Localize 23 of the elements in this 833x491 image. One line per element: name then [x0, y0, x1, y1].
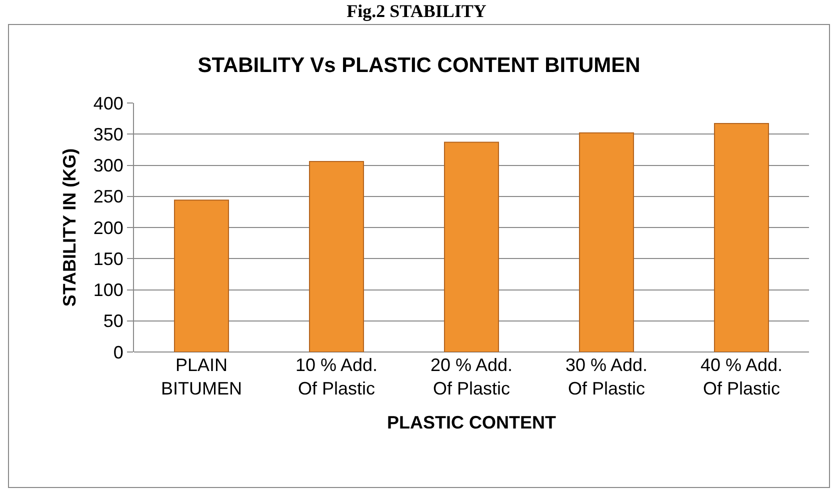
- x-tick-label: 10 % Add. Of Plastic: [295, 355, 378, 398]
- x-tick-label: 20 % Add. Of Plastic: [430, 355, 513, 398]
- y-tick-label: 350: [93, 124, 124, 144]
- y-tick-label: 400: [93, 93, 124, 114]
- x-axis-title: PLASTIC CONTENT: [387, 412, 556, 432]
- bar: [579, 132, 634, 352]
- bar: [174, 200, 229, 352]
- y-tick-label: 150: [93, 248, 124, 269]
- y-tick-label: 300: [93, 156, 124, 176]
- x-tick-label: 40 % Add. Of Plastic: [700, 355, 783, 398]
- bar: [444, 142, 499, 352]
- x-tick-label: 30 % Add. Of Plastic: [565, 355, 648, 398]
- y-tick-label: 250: [93, 186, 124, 207]
- y-tick-label: 200: [93, 218, 124, 238]
- caption: Fig.2 STABILITY: [346, 0, 488, 22]
- bar: [309, 161, 364, 352]
- y-tick-label: 0: [113, 342, 124, 362]
- y-tick-label: 100: [93, 280, 124, 300]
- bar: [714, 123, 769, 352]
- x-tick-label: PLAIN BITUMEN: [161, 355, 242, 398]
- y-axis-title: STABILITY IN (KG): [60, 148, 80, 307]
- y-tick-label: 50: [103, 311, 124, 332]
- chart-title: STABILITY Vs PLASTIC CONTENT BITUMEN: [198, 54, 640, 78]
